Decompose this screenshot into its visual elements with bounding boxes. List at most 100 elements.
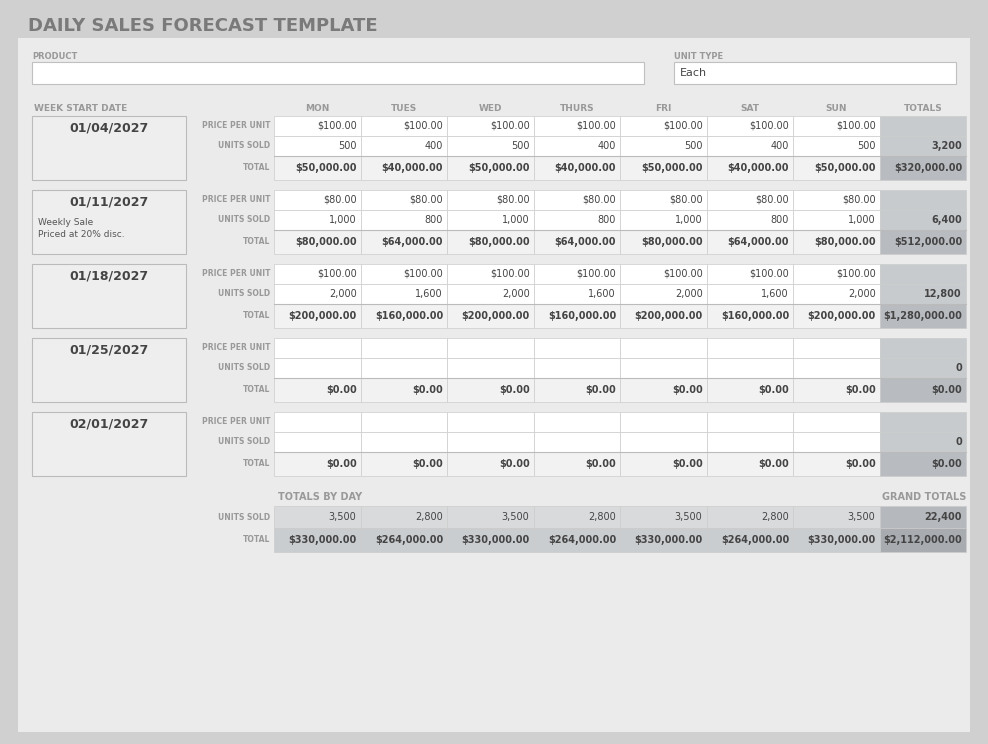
Text: 6,400: 6,400 (932, 215, 962, 225)
Text: $100.00: $100.00 (490, 121, 530, 131)
Text: $80.00: $80.00 (842, 195, 875, 205)
Text: 800: 800 (771, 215, 789, 225)
Text: 1,000: 1,000 (502, 215, 530, 225)
FancyBboxPatch shape (447, 284, 534, 304)
Text: 12,800: 12,800 (925, 289, 962, 299)
Text: Each: Each (680, 68, 707, 78)
Text: UNITS SOLD: UNITS SOLD (218, 289, 270, 298)
FancyBboxPatch shape (879, 210, 966, 230)
Text: $80.00: $80.00 (582, 195, 616, 205)
Text: $100.00: $100.00 (663, 121, 702, 131)
Text: 0: 0 (955, 437, 962, 447)
Text: PRICE PER UNIT: PRICE PER UNIT (202, 121, 270, 130)
FancyBboxPatch shape (879, 190, 966, 210)
FancyBboxPatch shape (620, 210, 706, 230)
Text: UNITS SOLD: UNITS SOLD (218, 437, 270, 446)
Text: $1,280,000.00: $1,280,000.00 (883, 311, 962, 321)
FancyBboxPatch shape (620, 116, 706, 136)
FancyBboxPatch shape (361, 452, 447, 476)
Text: $160,000.00: $160,000.00 (547, 311, 616, 321)
FancyBboxPatch shape (274, 190, 361, 210)
Text: $50,000.00: $50,000.00 (295, 163, 357, 173)
Text: $0.00: $0.00 (845, 459, 875, 469)
FancyBboxPatch shape (793, 338, 879, 358)
Text: $330,000.00: $330,000.00 (634, 535, 702, 545)
Text: $40,000.00: $40,000.00 (727, 163, 789, 173)
Text: MON: MON (305, 104, 329, 113)
FancyBboxPatch shape (274, 264, 361, 284)
FancyBboxPatch shape (361, 412, 447, 432)
Text: 2,800: 2,800 (588, 512, 616, 522)
Text: 1,000: 1,000 (675, 215, 702, 225)
FancyBboxPatch shape (706, 116, 793, 136)
Text: FRI: FRI (655, 104, 672, 113)
FancyBboxPatch shape (534, 452, 620, 476)
Text: $2,112,000.00: $2,112,000.00 (883, 535, 962, 545)
Text: 2,000: 2,000 (502, 289, 530, 299)
FancyBboxPatch shape (447, 136, 534, 156)
Text: Priced at 20% disc.: Priced at 20% disc. (38, 230, 124, 239)
FancyBboxPatch shape (534, 358, 620, 378)
Text: $0.00: $0.00 (499, 459, 530, 469)
Text: $64,000.00: $64,000.00 (727, 237, 789, 247)
Text: 2,000: 2,000 (675, 289, 702, 299)
Text: $0.00: $0.00 (412, 459, 443, 469)
FancyBboxPatch shape (706, 230, 793, 254)
Text: $100.00: $100.00 (749, 121, 789, 131)
FancyBboxPatch shape (534, 210, 620, 230)
Text: TOTALS BY DAY: TOTALS BY DAY (278, 492, 363, 502)
FancyBboxPatch shape (32, 62, 644, 84)
Text: 2,800: 2,800 (761, 512, 789, 522)
Text: PRICE PER UNIT: PRICE PER UNIT (202, 269, 270, 278)
Text: 01/11/2027: 01/11/2027 (69, 196, 148, 208)
Text: 01/04/2027: 01/04/2027 (69, 121, 148, 135)
FancyBboxPatch shape (32, 412, 186, 476)
FancyBboxPatch shape (793, 506, 879, 528)
Text: UNITS SOLD: UNITS SOLD (218, 216, 270, 225)
Text: $264,000.00: $264,000.00 (721, 535, 789, 545)
FancyBboxPatch shape (879, 378, 966, 402)
FancyBboxPatch shape (274, 378, 361, 402)
FancyBboxPatch shape (447, 506, 534, 528)
Text: $200,000.00: $200,000.00 (461, 311, 530, 321)
FancyBboxPatch shape (620, 378, 706, 402)
FancyBboxPatch shape (793, 284, 879, 304)
FancyBboxPatch shape (879, 358, 966, 378)
Text: 01/18/2027: 01/18/2027 (69, 269, 148, 283)
FancyBboxPatch shape (18, 38, 970, 732)
Text: TOTAL: TOTAL (243, 536, 270, 545)
Text: 500: 500 (857, 141, 875, 151)
Text: $330,000.00: $330,000.00 (461, 535, 530, 545)
FancyBboxPatch shape (793, 156, 879, 180)
FancyBboxPatch shape (620, 190, 706, 210)
FancyBboxPatch shape (706, 528, 793, 552)
Text: $0.00: $0.00 (845, 385, 875, 395)
FancyBboxPatch shape (447, 304, 534, 328)
FancyBboxPatch shape (793, 304, 879, 328)
Text: DAILY SALES FORECAST TEMPLATE: DAILY SALES FORECAST TEMPLATE (28, 17, 377, 35)
Text: $0.00: $0.00 (932, 459, 962, 469)
Text: SAT: SAT (740, 104, 759, 113)
FancyBboxPatch shape (793, 452, 879, 476)
FancyBboxPatch shape (534, 156, 620, 180)
FancyBboxPatch shape (534, 284, 620, 304)
FancyBboxPatch shape (706, 378, 793, 402)
Text: 500: 500 (511, 141, 530, 151)
Text: 3,200: 3,200 (932, 141, 962, 151)
FancyBboxPatch shape (274, 284, 361, 304)
FancyBboxPatch shape (706, 304, 793, 328)
Text: $100.00: $100.00 (403, 269, 443, 279)
FancyBboxPatch shape (534, 136, 620, 156)
FancyBboxPatch shape (706, 156, 793, 180)
FancyBboxPatch shape (361, 358, 447, 378)
Text: $100.00: $100.00 (490, 269, 530, 279)
Text: 3,500: 3,500 (848, 512, 875, 522)
FancyBboxPatch shape (447, 156, 534, 180)
FancyBboxPatch shape (879, 304, 966, 328)
FancyBboxPatch shape (361, 230, 447, 254)
FancyBboxPatch shape (32, 116, 186, 180)
Text: $80,000.00: $80,000.00 (814, 237, 875, 247)
Text: $200,000.00: $200,000.00 (634, 311, 702, 321)
Text: TUES: TUES (390, 104, 417, 113)
FancyBboxPatch shape (274, 210, 361, 230)
